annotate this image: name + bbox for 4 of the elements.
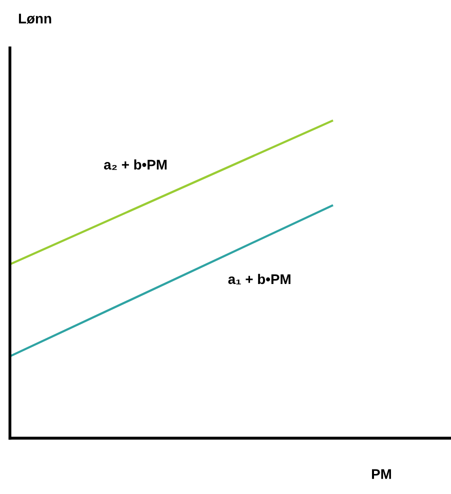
x-axis-title: PM (372, 469, 391, 479)
series-label: a₂ + b•PM (104, 159, 167, 170)
text: Lønn (18, 14, 52, 24)
series-label: a₁ + b•PM (228, 274, 290, 284)
